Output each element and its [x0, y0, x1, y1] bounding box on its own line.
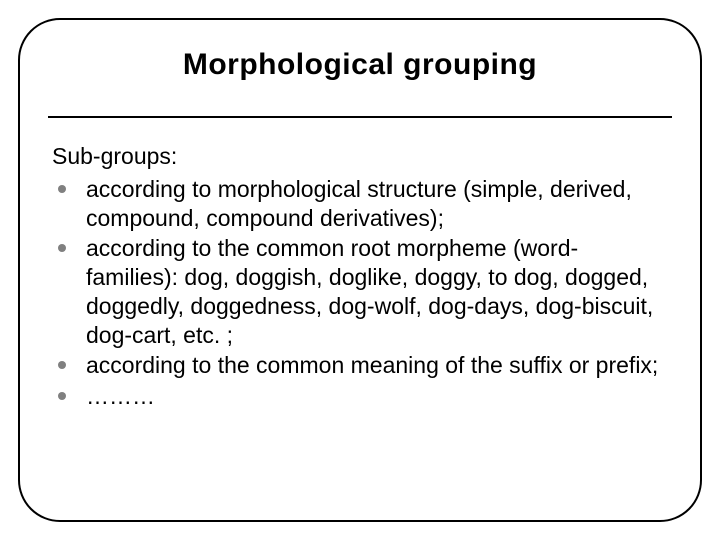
bullet-text: ……… — [86, 382, 668, 411]
subheading: Sub-groups: — [52, 142, 668, 171]
bullet-text: according to morphological structure (si… — [86, 175, 668, 233]
bullet-text: according to the common meaning of the s… — [86, 351, 668, 380]
bullet-icon — [58, 244, 66, 252]
title-underline — [48, 116, 672, 118]
bullet-icon — [58, 185, 66, 193]
list-item: ……… — [52, 382, 668, 411]
list-item: according to the common root morpheme (w… — [52, 234, 668, 349]
list-item: according to the common meaning of the s… — [52, 351, 668, 380]
bullet-text: according to the common root morpheme (w… — [86, 234, 668, 349]
content-wrapper: Morphological grouping Sub-groups: accor… — [52, 48, 668, 413]
bullet-icon — [58, 392, 66, 400]
slide-title: Morphological grouping — [52, 48, 668, 92]
bullet-list: according to morphological structure (si… — [52, 175, 668, 411]
bullet-icon — [58, 361, 66, 369]
list-item: according to morphological structure (si… — [52, 175, 668, 233]
